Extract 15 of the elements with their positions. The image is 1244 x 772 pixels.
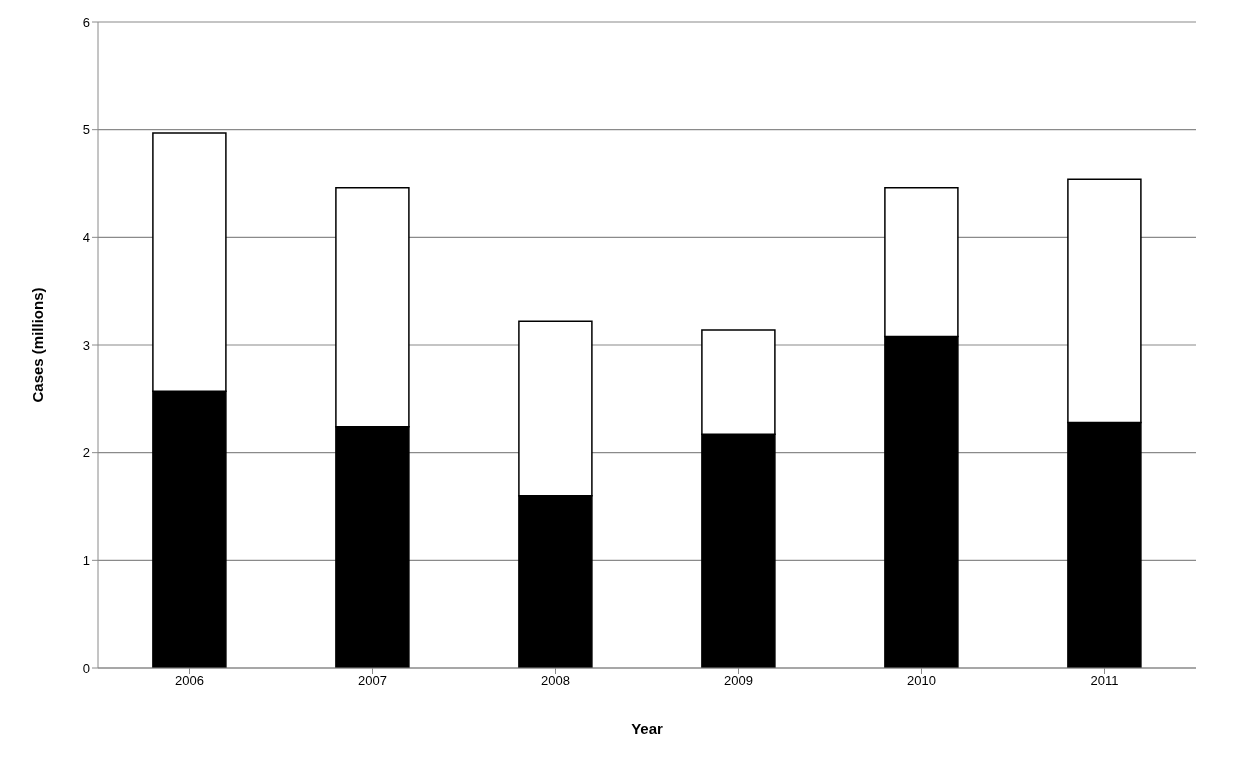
y-tick-label: 1: [82, 552, 90, 568]
y-tick-label: 5: [82, 122, 90, 138]
x-tick-label: 2008: [541, 673, 570, 689]
x-tick-label: 2006: [175, 673, 204, 689]
x-tick-label: 2009: [724, 673, 753, 689]
x-tick-label: 2011: [1090, 673, 1119, 689]
y-tick-label: 2: [82, 445, 90, 461]
y-tick-label: 4: [82, 229, 90, 245]
x-tick-label: 2010: [907, 673, 936, 689]
y-tick-label: 6: [82, 14, 90, 30]
y-tick-label: 3: [82, 337, 90, 353]
x-axis-title: Year: [631, 720, 664, 737]
y-axis-title: Cases (millions): [29, 287, 47, 403]
y-tick-label: 0: [82, 660, 90, 676]
x-tick-label: 2007: [358, 673, 387, 689]
